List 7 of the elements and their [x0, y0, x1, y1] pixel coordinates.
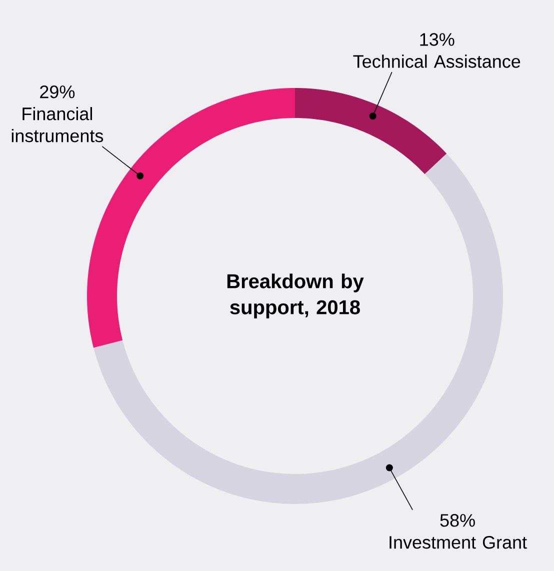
data-label: 58%: [440, 514, 475, 527]
slice-label: Technical Assistance: [353, 54, 520, 68]
data-label: 29%: [40, 85, 75, 98]
data-label: 13%: [420, 33, 454, 46]
slice-label: Financial instruments: [12, 107, 104, 142]
slice-label: Investment Grant: [390, 536, 527, 549]
text: Breakdown by support, 2018: [227, 274, 364, 318]
